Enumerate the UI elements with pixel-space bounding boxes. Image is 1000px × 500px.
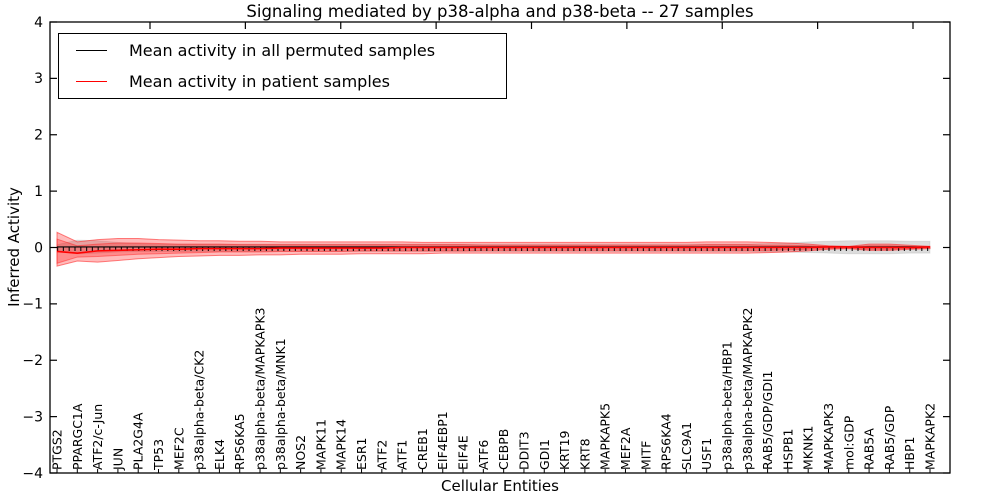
x-tick-label: p38alpha-beta/CK2 [192,350,207,470]
x-tick-label: MAPK14 [334,419,349,470]
x-tick-label: ATF6 [476,440,491,470]
x-tick-label: MAPKAPK3 [821,403,836,470]
x-tick-label: GDI1 [537,439,552,470]
x-tick-label: RAB5/GDP [882,405,897,470]
x-tick-label: ATF1 [395,440,410,470]
x-tick-label: EIF4E [456,435,471,470]
x-tick-label: HBP1 [902,437,917,470]
x-tick-label: PTGS2 [50,429,65,470]
legend-line-patient-icon [76,80,107,82]
x-tick-label: SLC9A1 [679,422,694,470]
y-axis-label: Inferred Activity [5,187,23,307]
legend-item-permuted: Mean activity in all permuted samples [59,37,506,65]
legend: Mean activity in all permuted samples Me… [58,33,507,99]
x-tick-label: RAB5/GDP/GDI1 [760,371,775,470]
x-tick-label: MKNK1 [801,426,816,470]
y-tick-label: −2 [22,353,43,369]
legend-label-permuted: Mean activity in all permuted samples [129,41,436,61]
x-tick-label: KRT8 [577,438,592,470]
legend-item-patient: Mean activity in patient samples [59,67,506,95]
y-tick-label: 2 [34,128,43,144]
x-tick-label: HSPB1 [780,429,795,470]
x-tick-label: CREB1 [415,428,430,470]
x-tick-label: RAB5A [862,428,877,470]
x-tick-label: NOS2 [293,435,308,470]
x-tick-label: PPARGC1A [70,403,85,470]
x-tick-label: MAPK11 [313,419,328,470]
x-tick-label: ESR1 [354,438,369,470]
x-tick-label: mol:GDP [841,415,856,470]
x-tick-label: KRT19 [557,430,572,470]
x-tick-label: p38alpha-beta/MAPKAPK2 [740,308,755,471]
x-tick-label: DDIT3 [516,431,531,470]
legend-label-patient: Mean activity in patient samples [129,71,390,91]
x-tick-label: RPS6KA4 [659,413,674,470]
x-tick-label: USF1 [699,438,714,470]
patient-inner-band [56,238,931,264]
x-tick-label: ATF2/c-Jun [90,404,105,470]
y-tick-label: 1 [34,184,43,200]
x-tick-label: ATF2 [374,440,389,470]
patient-outer-band [56,231,931,267]
x-tick-label: p38alpha-beta/MAPKAPK3 [253,308,268,471]
x-tick-label: p38alpha-beta/MNK1 [273,338,288,470]
y-tick-label: −1 [22,297,43,313]
y-tick-label: −3 [22,409,43,425]
y-tick-label: 0 [34,240,43,256]
x-tick-label: JUN [110,448,125,471]
legend-line-permuted-icon [76,50,107,52]
x-tick-label: EIF4EBP1 [435,411,450,470]
chart-title: Signaling mediated by p38-alpha and p38-… [246,2,754,21]
x-axis-label: Cellular Entities [441,477,559,495]
y-tick-label: 4 [34,15,43,31]
y-tick-label: 3 [34,71,43,87]
x-tick-label: RPS6KA5 [232,413,247,470]
x-tick-label: p38alpha-beta/HBP1 [719,341,734,470]
x-tick-label: MAPKAPK2 [923,403,938,470]
x-tick-label: ELK4 [212,439,227,470]
x-tick-label: MEF2A [618,427,633,470]
y-tick-label: −4 [22,466,43,482]
series-line-1 [56,246,931,254]
x-tick-label: MEF2C [171,427,186,470]
x-tick-label: TP53 [151,439,166,471]
x-tick-label: MAPKAPK5 [598,403,613,470]
x-tick-label: PLA2G4A [131,412,146,470]
x-tick-label: CEBPB [496,429,511,470]
x-tick-label: MITF [638,441,653,470]
